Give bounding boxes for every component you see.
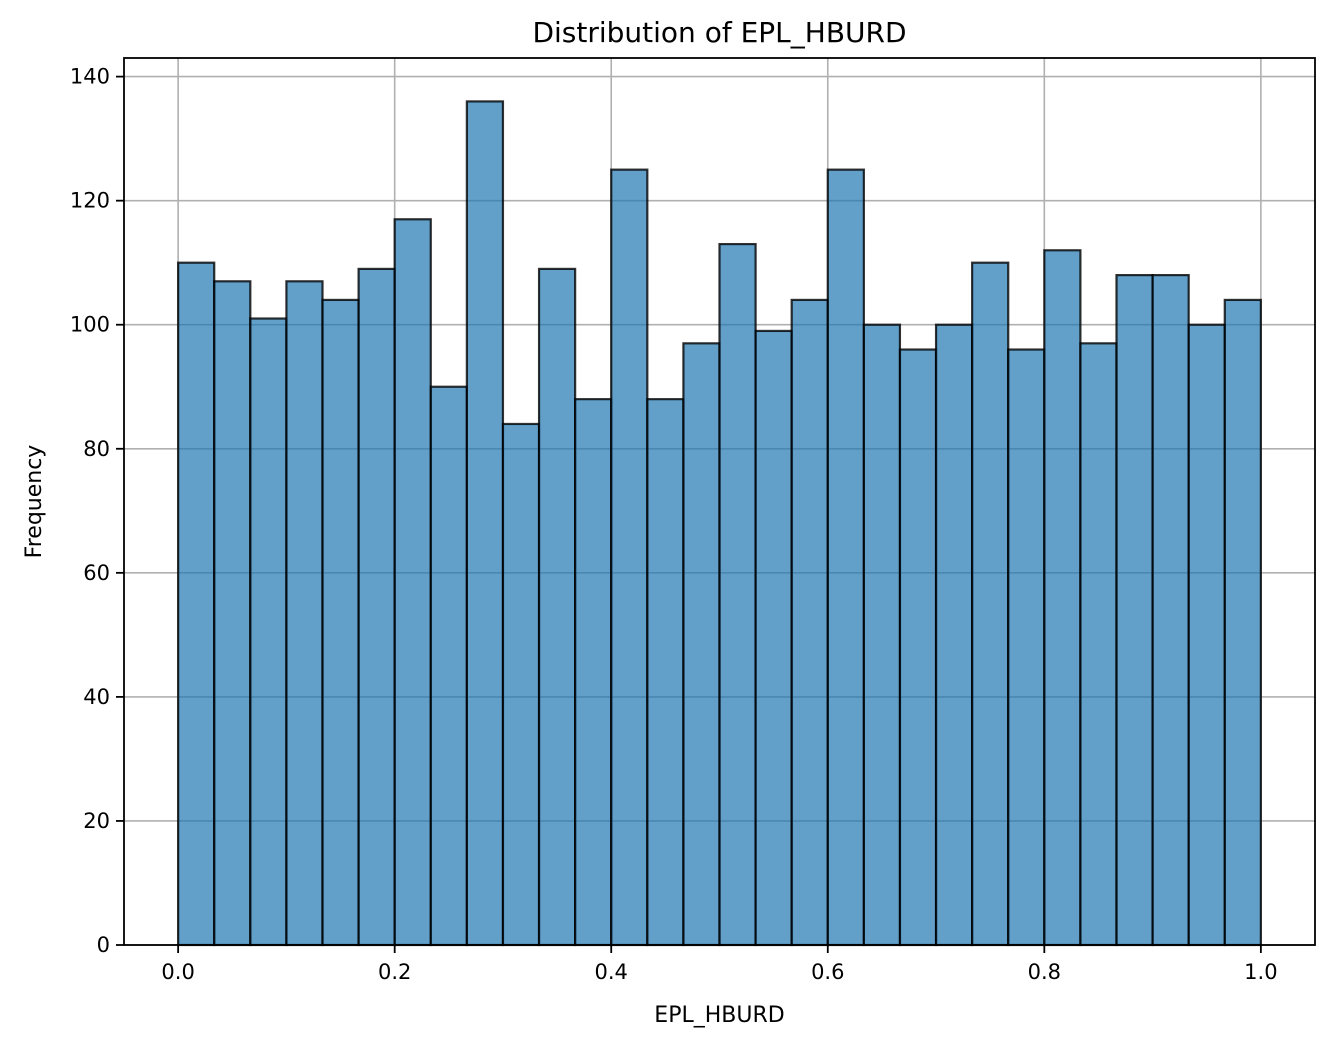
histogram-bar (754, 329, 793, 947)
tick-layer: 0.0 0.2 0.4 0.6 0.8 1.0 0 20 40 60 80 100 120 140 (70, 65, 1278, 984)
histogram-bar (249, 317, 288, 947)
histogram-bar (646, 398, 685, 947)
histogram-bar (934, 323, 974, 947)
histogram-bar (213, 280, 252, 947)
histogram-bar (1007, 348, 1046, 947)
histogram-bar (357, 267, 396, 947)
histogram-bar (1151, 273, 1190, 947)
histogram-bar (1079, 342, 1118, 947)
y-tick-label: 80 (83, 437, 110, 461)
histogram-bar (429, 385, 468, 947)
histogram-bar (610, 168, 649, 947)
histogram-bar (321, 298, 360, 947)
histogram-bar (682, 342, 721, 947)
histogram-bar (898, 348, 938, 947)
histogram-bar (1043, 249, 1082, 947)
plot-frame (123, 57, 1316, 946)
y-tick-label: 100 (70, 313, 110, 337)
x-tick-label: 0.6 (811, 960, 844, 984)
x-tick-label: 0.2 (378, 960, 411, 984)
y-tick-label: 0 (97, 933, 110, 957)
histogram-bar (537, 267, 577, 947)
y-tick-label: 60 (83, 561, 110, 585)
histogram-bar (862, 323, 902, 947)
x-axis-label: EPL_HBURD (654, 1003, 784, 1028)
y-axis-label: Frequency (22, 445, 47, 559)
x-tick-label: 0.0 (161, 960, 194, 984)
y-tick-label: 20 (83, 809, 110, 833)
histogram-bar (1187, 323, 1226, 947)
histogram-bar (1223, 298, 1262, 947)
x-tick-label: 1.0 (1244, 960, 1277, 984)
histogram-bar (574, 398, 613, 947)
x-tick-label: 0.4 (595, 960, 628, 984)
histogram-bar (1115, 273, 1154, 947)
histogram-bar (465, 100, 505, 947)
histogram-bar (285, 280, 324, 947)
histogram-bar (790, 298, 829, 947)
x-tick-label: 0.8 (1028, 960, 1061, 984)
y-tick-label: 120 (70, 189, 110, 213)
y-tick-label: 40 (83, 685, 110, 709)
histogram-bar (501, 422, 541, 947)
histogram-bar (826, 168, 865, 947)
bar-layer (177, 100, 1262, 947)
histogram-bar (177, 261, 216, 947)
histogram-bar (718, 242, 757, 947)
y-tick-label: 140 (70, 65, 110, 89)
chart-title: Distribution of EPL_HBURD (532, 16, 906, 49)
histogram-bar (971, 261, 1010, 947)
histogram-bar (393, 218, 432, 947)
